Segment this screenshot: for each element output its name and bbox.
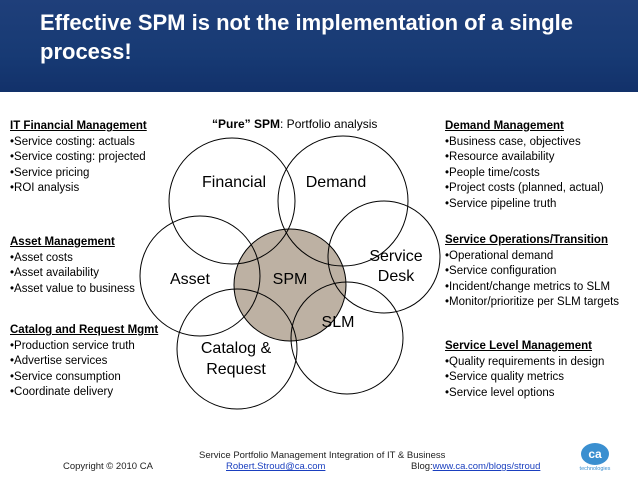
- spm-label: SPM: [273, 271, 308, 288]
- block-item: •Asset costs: [10, 251, 73, 264]
- block-item: •Coordinate delivery: [10, 386, 114, 399]
- service-desk-label-2: Desk: [378, 268, 415, 285]
- block-header: Asset Management: [10, 236, 115, 248]
- block-item: •Resource availability: [445, 151, 555, 164]
- footer-blog-label: Blog:: [411, 461, 433, 472]
- ca-logo-text: ca: [588, 447, 602, 461]
- asset-circle: [139, 215, 261, 337]
- block-item: •Advertise services: [10, 355, 108, 368]
- slm-circle: [290, 281, 404, 395]
- block-header: Demand Management: [445, 120, 564, 132]
- block-item: •ROI analysis: [10, 182, 80, 195]
- block-item: •Project costs (planned, actual): [445, 182, 604, 195]
- catalog-label-2: Request: [206, 361, 266, 378]
- footer-copyright: Copyright © 2010 CA: [63, 461, 153, 472]
- demand-label: Demand: [306, 174, 366, 191]
- demand-management-block: Demand Management •Business case, object…: [445, 119, 604, 213]
- service-level-block: Service Level Management •Quality requir…: [445, 339, 604, 401]
- financial-circle: [168, 137, 296, 265]
- ca-logo-subtext: technologies: [580, 466, 611, 472]
- block-item: •Business case, objectives: [445, 135, 581, 148]
- asset-management-block: Asset Management •Asset costs •Asset ava…: [10, 235, 135, 297]
- slm-label: SLM: [322, 314, 355, 331]
- footer-blog-link[interactable]: www.ca.com/blogs/stroud: [432, 461, 541, 472]
- block-item: •Service costing: actuals: [10, 135, 135, 148]
- footer-subtitle: Service Portfolio Management Integration…: [199, 450, 446, 461]
- block-item: •Service pricing: [10, 166, 90, 179]
- asset-label: Asset: [170, 271, 211, 288]
- it-financial-block: IT Financial Management •Service costing…: [10, 119, 147, 197]
- slide-title: Effective SPM is not the implementation …: [40, 10, 573, 64]
- block-item: •Service costing: projected: [10, 151, 146, 164]
- financial-label: Financial: [202, 174, 266, 191]
- demand-circle: [277, 135, 409, 267]
- block-header: IT Financial Management: [10, 120, 147, 132]
- ca-technologies-logo: ca technologies: [580, 443, 611, 472]
- pure-spm-bold: “Pure” SPM: [212, 117, 281, 131]
- catalog-request-block: Catalog and Request Mgmt •Production ser…: [10, 323, 158, 401]
- pure-spm-rest: : Portfolio analysis: [280, 117, 378, 131]
- block-item: •Service level options: [445, 386, 555, 399]
- block-header: Catalog and Request Mgmt: [10, 324, 159, 336]
- catalog-circle: [176, 288, 298, 410]
- block-header: Service Operations/Transition: [445, 234, 608, 246]
- block-header: Service Level Management: [445, 340, 593, 352]
- footer-email-link[interactable]: Robert.Stroud@ca.com: [226, 461, 326, 472]
- block-item: •Asset availability: [10, 267, 100, 280]
- spm-circle: [233, 228, 347, 342]
- block-item: •Service quality metrics: [445, 371, 565, 384]
- block-item: •Service pipeline truth: [445, 197, 557, 210]
- service-operations-block: Service Operations/Transition •Operation…: [445, 233, 619, 311]
- block-item: •Monitor/prioritize per SLM targets: [445, 296, 620, 309]
- block-item: •Operational demand: [445, 249, 554, 262]
- block-item: •Service consumption: [10, 370, 121, 383]
- footer-blog: Blog:www.ca.com/blogs/stroud: [411, 461, 540, 472]
- catalog-label-1: Catalog &: [201, 340, 272, 357]
- block-item: •Quality requirements in design: [445, 355, 605, 368]
- pure-spm-heading: “Pure” SPM: Portfolio analysis: [212, 117, 377, 131]
- service-desk-circle: [327, 200, 441, 314]
- block-item: •People time/costs: [445, 166, 540, 179]
- block-item: •Asset value to business: [10, 282, 135, 295]
- title-bar: [0, 0, 638, 92]
- block-item: •Production service truth: [10, 339, 135, 352]
- block-item: •Service configuration: [445, 265, 557, 278]
- service-desk-label-1: Service: [369, 248, 422, 265]
- block-item: •Incident/change metrics to SLM: [445, 280, 611, 293]
